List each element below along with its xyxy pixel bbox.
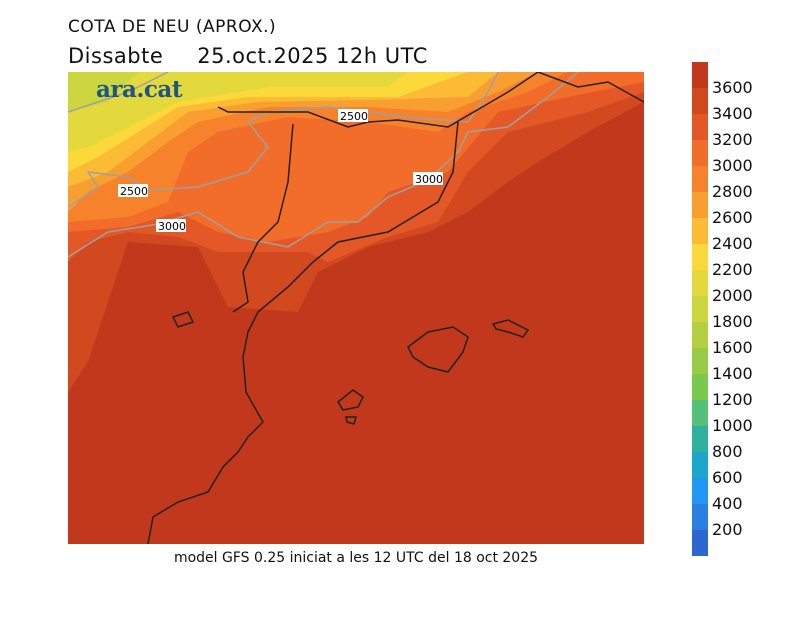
colorbar-tick-label: 3400: [712, 104, 753, 123]
day-label: Dissabte: [68, 44, 164, 68]
colorbar-bin: [692, 322, 708, 348]
colorbar-tick-label: 1000: [712, 416, 753, 435]
colorbar-bin: [692, 218, 708, 244]
colorbar-bin: [692, 452, 708, 478]
colorbar-tick-label: 3000: [712, 156, 753, 175]
contour-label: 2500: [340, 110, 368, 123]
colorbar-tick-label: 3600: [712, 78, 753, 97]
colorbar-tick-label: 1400: [712, 364, 753, 383]
colorbar-tick-label: 1800: [712, 312, 753, 331]
colorbar-tick-label: 2800: [712, 182, 753, 201]
colorbar-bin: [692, 504, 708, 530]
datetime-label: 25.oct.2025 12h UTC: [197, 44, 428, 68]
colorbar-tick-label: 1600: [712, 338, 753, 357]
colorbar-bin: [692, 192, 708, 218]
colorbar: [692, 62, 708, 556]
colorbar-bin: [692, 114, 708, 140]
colorbar-tick-label: 400: [712, 494, 743, 513]
contour-label: 3000: [415, 173, 443, 186]
colorbar-bin: [692, 530, 708, 556]
coastlines: [147, 72, 644, 544]
colorbar-bin: [692, 166, 708, 192]
colorbar-tick-label: 2000: [712, 286, 753, 305]
colorbar-bin: [692, 426, 708, 452]
zone-2000: [68, 72, 408, 152]
colorbar-bin: [692, 270, 708, 296]
colorbar-tick-label: 600: [712, 468, 743, 487]
snow-level-map: 2500 2500 3000 3000: [68, 72, 644, 544]
contour-labels: 2500 2500 3000 3000: [118, 109, 443, 233]
colorbar-bin: [692, 88, 708, 114]
map-datetime: Dissabte 25.oct.2025 12h UTC: [68, 44, 428, 68]
colorbar-tick-label: 200: [712, 520, 743, 539]
map-title: COTA DE NEU (APROX.): [68, 17, 277, 37]
model-footer: model GFS 0.25 iniciat a les 12 UTC del …: [173, 550, 539, 566]
colorbar-tick-label: 2400: [712, 234, 753, 253]
colorbar-tick-label: 2200: [712, 260, 753, 279]
colorbar-bin: [692, 478, 708, 504]
aracat-logo: ara.cat: [96, 76, 182, 103]
colorbar-tick-label: 2600: [712, 208, 753, 227]
contour-label: 3000: [158, 220, 186, 233]
colorbar-bin: [692, 296, 708, 322]
colorbar-bin: [692, 244, 708, 270]
zone-1800: [68, 72, 138, 112]
colorbar-bin: [692, 374, 708, 400]
colorbar-bin: [692, 348, 708, 374]
colorbar-tick-label: 3200: [712, 130, 753, 149]
colorbar-tick-label: 800: [712, 442, 743, 461]
colorbar-tick-label: 1200: [712, 390, 753, 409]
contour-label: 2500: [120, 185, 148, 198]
colorbar-bin: [692, 62, 708, 88]
colorbar-bin: [692, 140, 708, 166]
colorbar-bin: [692, 400, 708, 426]
